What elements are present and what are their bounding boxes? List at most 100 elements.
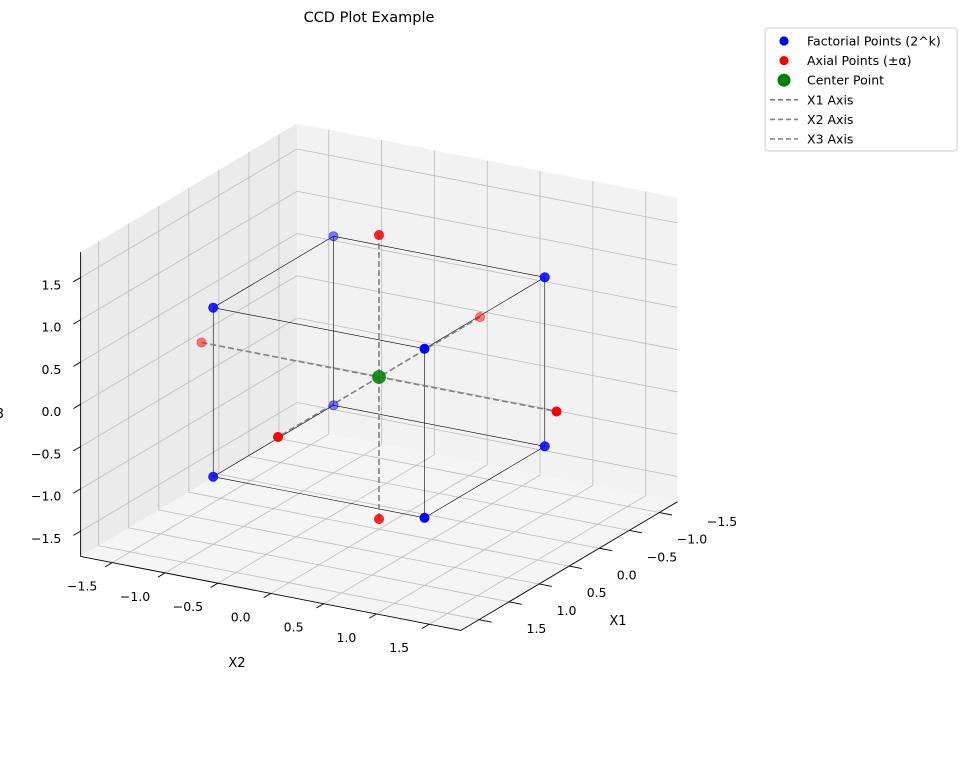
x3-tick-label: −1.5 [31,531,61,546]
cube-edge [333,235,545,278]
x1-tick-label: 1.0 [557,603,577,618]
axial-point [373,514,384,525]
x3-tick-label: −1.0 [31,489,61,504]
axial-point [474,311,485,322]
x1-tick-label: −0.5 [647,550,677,565]
grid-line [296,190,678,266]
legend-label: Center Point [807,73,884,88]
grid-line [112,433,329,563]
grid-line [80,317,298,447]
grid-line [296,317,678,393]
legend-label: Factorial Points (2^k) [807,34,941,49]
x2-tick [421,623,430,629]
x3-tick-label: −0.5 [31,446,61,461]
x1-tick [569,565,582,570]
factorial-point [328,231,339,242]
x2-tick [368,613,377,619]
cube-edge [333,404,545,447]
x1-tick-label: −1.5 [707,514,737,529]
x2-tick-label: 1.5 [389,640,409,655]
grid-line [80,233,298,363]
grid-line [80,359,298,490]
x2-tick-label: −1.0 [120,589,150,604]
x2-tick [104,562,113,568]
grid-line [296,275,678,351]
x2-tick-label: 0.5 [284,620,304,635]
grid-line [80,402,298,532]
x1-tick-label: 0.5 [587,585,607,600]
x2-tick-label: 0.0 [231,609,251,624]
x1-tick [478,619,492,623]
legend: Factorial Points (2^k) Axial Points (±α) C… [764,27,958,152]
x2-tick [263,593,272,599]
legend-label: Axial Points (±α) [807,53,912,68]
grid-lines [80,129,678,625]
x2-axis-label: X2 [228,656,245,671]
x3-tick [73,530,81,536]
legend-marker [779,56,789,66]
x2-tick [210,582,219,588]
factorial-point [328,400,339,411]
chart-title: CCD Plot Example [304,10,435,26]
grid-line [80,148,298,278]
factorial-point [419,343,430,354]
x1-axis-label: X1 [609,614,626,629]
grid-line [80,190,298,321]
cube-edge [424,277,545,349]
cube-edge [213,307,425,350]
legend-label: X2 Axis [807,112,853,127]
factorial-point [208,302,219,313]
x1-tick-label: −1.0 [677,532,707,547]
x2-tick-label: −0.5 [173,599,203,614]
x3-tick [73,361,81,367]
center-point [372,370,386,384]
cube-edge [213,405,334,477]
x1-tick [629,529,643,534]
plot-area [196,229,562,525]
x3-tick-label: 1.5 [42,277,62,292]
grid-line [323,474,541,605]
x2-tick [316,603,324,609]
x2-tick-label: 1.0 [336,630,356,645]
legend-label: X3 Axis [807,132,853,147]
x3-tick [73,319,81,325]
x1-tick [599,547,613,552]
cube-edge [213,235,334,308]
legend-box [764,27,958,152]
legend-marker [777,73,791,87]
tick-labels: −1.5−1.0−0.50.00.51.01.5−1.5−1.0−0.50.00… [31,277,737,655]
grid-line [164,443,382,574]
x3-tick-label: 0.0 [42,404,62,419]
x3-tick [73,403,81,409]
grid-line [296,402,678,477]
grid-line [270,464,488,594]
legend-label: X1 Axis [807,92,853,107]
grid-line [217,454,435,584]
cube-edge [213,476,425,519]
factorial-point [208,471,219,482]
axial-point [272,431,283,442]
x3-tick [73,446,81,452]
axis-panes [80,123,678,631]
x2-tick-label: −1.5 [67,579,97,594]
grid-line [429,495,646,625]
axial-point [373,229,384,240]
grid-line [296,148,678,224]
grid-line [80,275,298,405]
legend-marker [779,36,789,46]
factorial-point [539,272,550,283]
x2-tick [157,572,166,578]
x3-tick [73,488,81,494]
x3-tick-label: 0.5 [42,362,62,377]
grid-line [376,485,594,615]
x1-tick [508,601,522,605]
factorial-point [419,512,430,523]
x3-tick [73,277,81,283]
axial-point [196,337,207,348]
axial-point [551,406,562,417]
grid-line [296,233,678,308]
x1-tick [659,512,673,516]
factorial-point [539,441,550,452]
x3-axis-label: X3 [0,407,4,422]
